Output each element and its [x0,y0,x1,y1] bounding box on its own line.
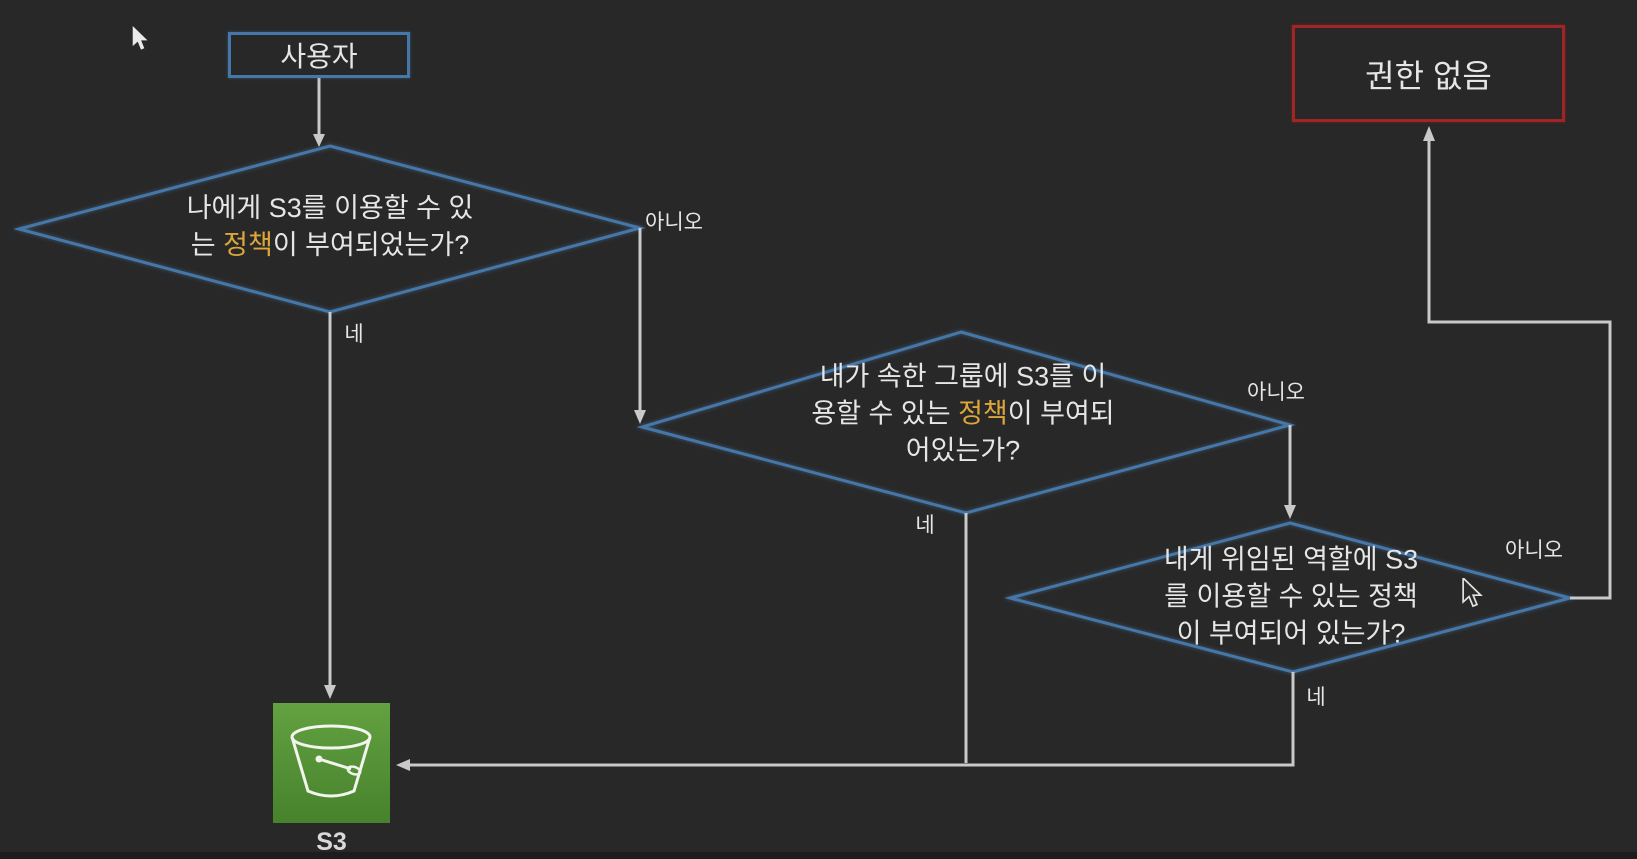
user-node-label: 사용자 [280,41,358,72]
video-frame-edge [0,852,1637,859]
edge-label-yes-2: 네 [915,514,935,537]
decision-3-question: 내게 위임된 역할에 S3 를 이용할 수 있는 정책 이 부여되어 있는가? [1163,544,1419,649]
decision-2-question: 내가 속한 그룹에 S3를 이 용할 수 있는 정책이 부여되 어있는가? [811,361,1115,466]
edge-d3-no-to-denied [1427,139,1612,600]
edge-label-yes-1: 네 [344,323,364,346]
no-permission-label: 권한 없음 [1365,57,1492,94]
arrowhead-down-icon [313,134,325,147]
edge-label-no-3: 아니오 [1505,539,1563,562]
bucket-glyph [290,724,372,798]
user-node: 사용자 [228,32,410,78]
edge-label-no-2: 아니오 [1247,381,1305,404]
s3-node-label: S3 [316,828,347,856]
arrowhead-down-icon [1284,505,1296,519]
s3-bucket-icon [273,703,390,823]
arrowhead-left-icon [396,759,410,771]
no-permission-node: 권한 없음 [1292,25,1565,122]
arrowhead-down-icon [324,685,336,699]
mouse-cursor-icon [132,26,148,50]
mouse-pointer-icon [1462,578,1483,608]
arrowhead-down-icon [634,410,646,424]
edge-label-yes-3: 네 [1306,686,1326,709]
edge-label-no-1: 아니오 [645,211,703,234]
arrowhead-up-icon [1423,126,1435,141]
edge-d3-yes-to-s3 [408,672,1295,767]
